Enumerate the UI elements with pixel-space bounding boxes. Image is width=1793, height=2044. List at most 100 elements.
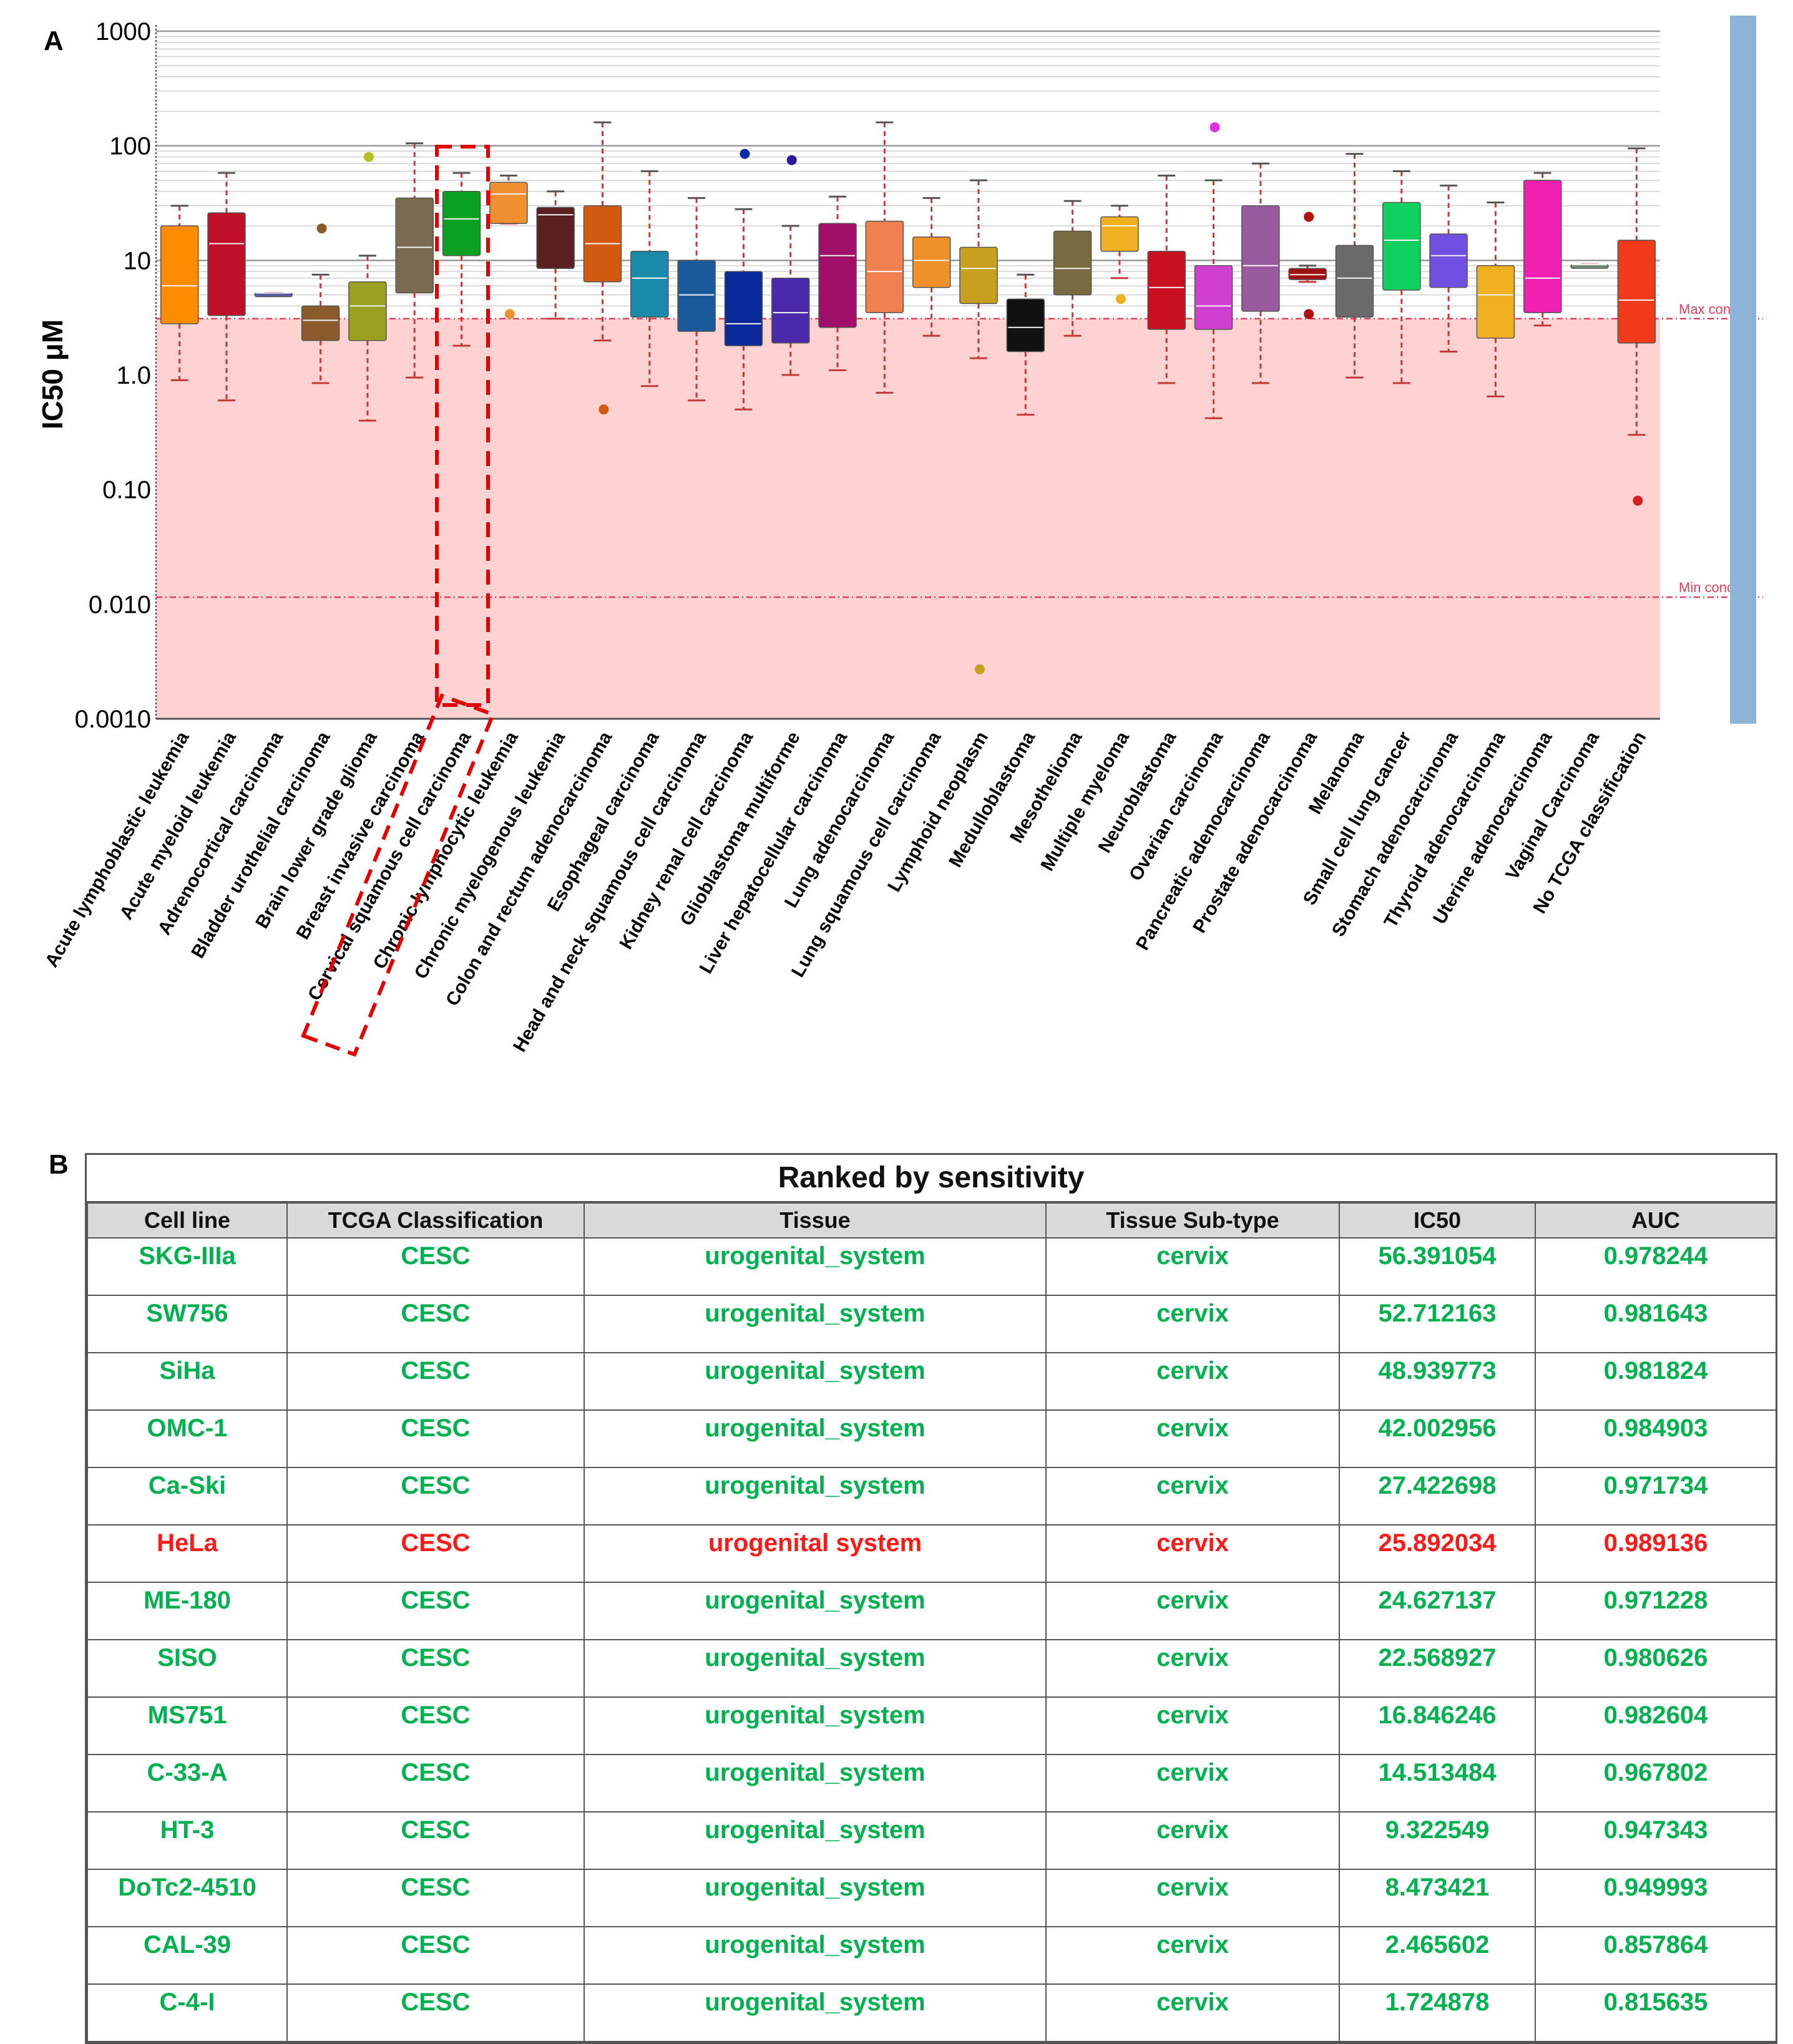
cell-auc: 0.815635 — [1535, 1983, 1777, 2042]
box-iqr — [1053, 230, 1092, 296]
cell-tissue: urogenital_system — [584, 1983, 1047, 2042]
cell-cell-line: HT-3 — [87, 1811, 288, 1870]
box-bladder-urothelial-carcinoma — [301, 223, 340, 384]
box-iqr — [207, 212, 246, 316]
box-iqr — [1147, 251, 1186, 330]
cell-auc: 0.984903 — [1535, 1409, 1777, 1468]
box-mesothelioma — [1053, 200, 1092, 337]
table-row: SiHa CESC urogenital_system cervix 48.939773… — [87, 1352, 1777, 1411]
cell-tissue-subtype: cervix — [1045, 1352, 1340, 1411]
cell-tissue: urogenital_system — [584, 1926, 1047, 1985]
cell-tcga-classification: CESC — [286, 1983, 585, 2042]
box-iqr — [395, 197, 434, 294]
box-iqr — [724, 271, 763, 346]
box-lung-squamous-cell-carcinoma — [912, 197, 951, 337]
cell-cell-line: SISO — [87, 1639, 288, 1698]
box-acute-lymphoblastic-leukemia — [160, 205, 199, 381]
table-row: HT-3 CESC urogenital_system cervix 9.322549 0… — [87, 1811, 1777, 1870]
cell-tissue-subtype: cervix — [1045, 1409, 1340, 1468]
cell-tcga-classification: CESC — [286, 1352, 585, 1411]
cell-cell-line: CAL-39 — [87, 1926, 288, 1985]
box-iqr — [160, 225, 199, 324]
box-thyroid-adenocarcinoma — [1476, 202, 1515, 397]
box-iqr — [630, 251, 669, 318]
cell-tcga-classification: CESC — [286, 1582, 585, 1640]
cell-ic50: 22.568927 — [1339, 1639, 1536, 1698]
outlier-point — [598, 404, 609, 415]
outlier-point — [1304, 309, 1314, 319]
outlier-point — [316, 223, 327, 234]
outlier-point — [1304, 212, 1314, 222]
box-brain-lower-grade-glioma — [348, 152, 387, 422]
box-series — [160, 121, 1656, 674]
box-stomach-adenocarcinoma — [1429, 184, 1468, 353]
header-cell-line: Cell line — [87, 1202, 288, 1239]
cell-tcga-classification: CESC — [286, 1811, 585, 1870]
panel-b-label: B — [49, 1149, 69, 1180]
cell-cell-line: C-33-A — [87, 1754, 288, 1813]
cell-tissue-subtype: cervix — [1045, 1983, 1340, 2042]
header-tcga-classification: TCGA Classification — [286, 1202, 585, 1239]
x-tick-label: Multiple myeloma — [1037, 728, 1134, 875]
table-row: SW756 CESC urogenital_system cervix 52.71216… — [87, 1295, 1777, 1353]
sensitivity-band: Max conc Min conc — [156, 301, 1763, 719]
box-pancreatic-adenocarcinoma — [1241, 162, 1280, 384]
box-iqr — [489, 182, 528, 224]
cell-tcga-classification: CESC — [286, 1295, 585, 1353]
cell-tcga-classification: CESC — [286, 1696, 585, 1755]
box-medulloblastoma — [1006, 273, 1045, 416]
cell-ic50: 8.473421 — [1339, 1869, 1536, 1927]
cell-tissue: urogenital_system — [584, 1237, 1047, 1296]
box-multiple-myeloma — [1100, 205, 1139, 304]
header-tissue: Tissue — [584, 1202, 1047, 1239]
box-no-tcga-classification — [1617, 147, 1656, 506]
outlier-point — [786, 155, 797, 165]
y-tick-label: 0.010 — [89, 591, 151, 618]
cell-auc: 0.971734 — [1535, 1467, 1777, 1526]
cell-auc: 0.981824 — [1535, 1352, 1777, 1411]
box-lung-adenocarcinoma — [865, 121, 904, 394]
cell-cell-line: ME-180 — [87, 1582, 288, 1640]
cell-ic50: 25.892034 — [1339, 1524, 1536, 1583]
cell-tissue: urogenital_system — [584, 1352, 1047, 1411]
cell-tissue: urogenital_system — [584, 1295, 1047, 1353]
cell-auc: 0.981643 — [1535, 1295, 1777, 1353]
box-head-and-neck-squamous-cell-carcinoma — [677, 197, 716, 402]
table-row-highlighted: HeLa CESC urogenital system cervix 25.892034… — [87, 1524, 1777, 1583]
outlier-point — [740, 148, 750, 159]
cell-auc: 0.967802 — [1535, 1754, 1777, 1813]
vertical-scrollbar[interactable] — [1730, 16, 1756, 724]
box-iqr — [1288, 268, 1327, 280]
box-iqr — [1523, 180, 1562, 313]
cell-auc: 0.949993 — [1535, 1869, 1777, 1927]
outlier-point — [1209, 122, 1220, 133]
highlight-box-plot — [435, 145, 490, 707]
box-iqr — [959, 246, 998, 304]
box-iqr — [865, 220, 904, 313]
cell-cell-line: DoTc2-4510 — [87, 1869, 288, 1927]
table-row: DoTc2-4510 CESC urogenital_system cervix 8.4… — [87, 1869, 1777, 1927]
cell-ic50: 52.712163 — [1339, 1295, 1536, 1353]
cell-tissue-subtype: cervix — [1045, 1696, 1340, 1755]
cell-ic50: 24.627137 — [1339, 1582, 1536, 1640]
cell-cell-line: HeLa — [87, 1524, 288, 1583]
box-uterine-adenocarcinoma — [1523, 172, 1562, 327]
box-iqr — [348, 281, 387, 341]
box-lymphoid-neoplasm — [959, 179, 998, 674]
y-tick-label: 1000 — [95, 18, 151, 46]
cell-cell-line: SiHa — [87, 1352, 288, 1411]
box-kidney-renal-cell-carcinoma — [724, 148, 763, 411]
max-conc-line-label: Max conc — [1679, 301, 1737, 317]
box-adrenocortical-carcinoma — [254, 291, 293, 298]
table-row: Ca-Ski CESC urogenital_system cervix 27.4226… — [87, 1467, 1777, 1526]
box-breast-invasive-carcinoma — [395, 142, 434, 379]
cell-cell-line: MS751 — [87, 1696, 288, 1755]
table-row: SISO CESC urogenital_system cervix 22.568927… — [87, 1639, 1777, 1698]
box-glioblastoma-multiforme — [771, 155, 810, 376]
below-max-conc-region — [156, 318, 1660, 719]
cell-tissue: urogenital_system — [584, 1639, 1047, 1698]
cell-auc: 0.971228 — [1535, 1582, 1777, 1640]
outlier-point — [504, 309, 515, 319]
cell-tcga-classification: CESC — [286, 1524, 585, 1583]
table-header-row: Cell line TCGA Classification Tissue Tis… — [87, 1202, 1777, 1239]
